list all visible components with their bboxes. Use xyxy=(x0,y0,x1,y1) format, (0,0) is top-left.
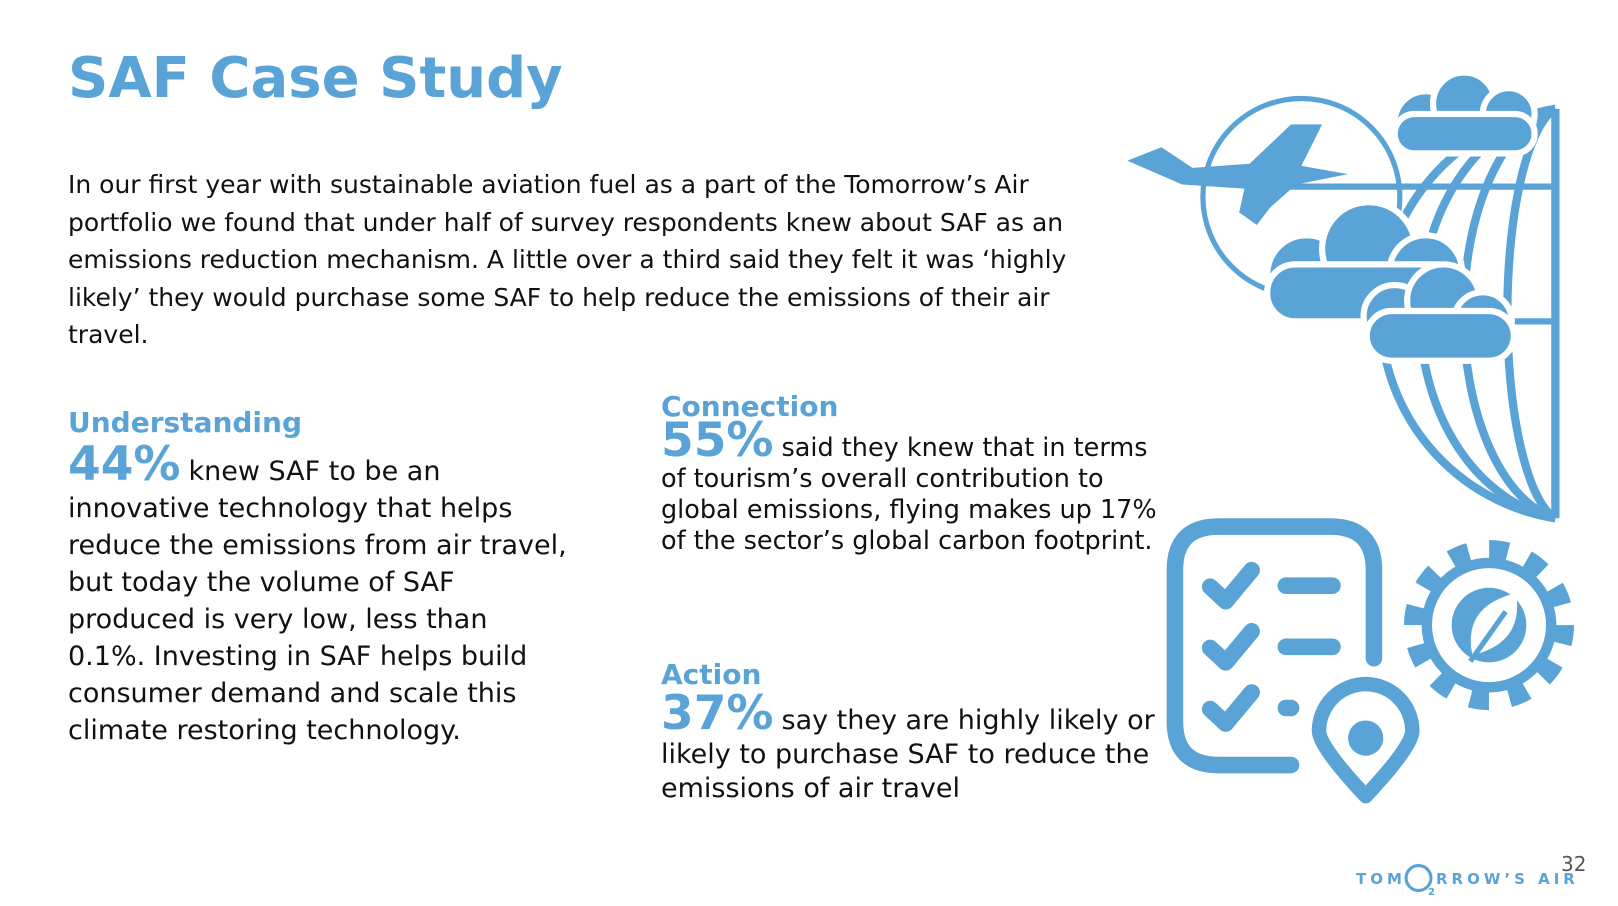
logo-text: TOM xyxy=(1356,870,1406,888)
section-text: knew SAF to be an innovative technology … xyxy=(68,456,567,746)
section-heading: Connection xyxy=(661,390,839,423)
checklist xyxy=(1166,518,1383,774)
logo-subscript: 2 xyxy=(1428,887,1435,898)
title: SAF Case Study xyxy=(68,46,563,111)
plane xyxy=(1127,124,1349,225)
section-text: say they are highly likely or likely to … xyxy=(661,705,1155,804)
logo-text: RROW’S AIR xyxy=(1436,870,1579,888)
page-number: 32 xyxy=(1561,852,1587,876)
section-heading: Understanding xyxy=(68,406,303,439)
stat: 55% xyxy=(661,413,774,468)
intro: In our first year with sustainable aviat… xyxy=(68,170,1067,349)
section-heading: Action xyxy=(661,658,762,691)
stat: 37% xyxy=(661,686,774,741)
clouds xyxy=(1264,69,1538,364)
section-text: said they knew that in terms of tourism’… xyxy=(661,433,1157,556)
stat: 44% xyxy=(68,437,181,492)
gear-leaf xyxy=(1404,540,1575,893)
section-body: 55% said they knew that in terms of touri… xyxy=(661,417,1171,557)
section-body: 44% knew SAF to be an innovative technolo… xyxy=(68,441,568,749)
location-pin xyxy=(1311,676,1420,804)
section-body: 37% say they are highly likely or likely … xyxy=(661,690,1161,806)
